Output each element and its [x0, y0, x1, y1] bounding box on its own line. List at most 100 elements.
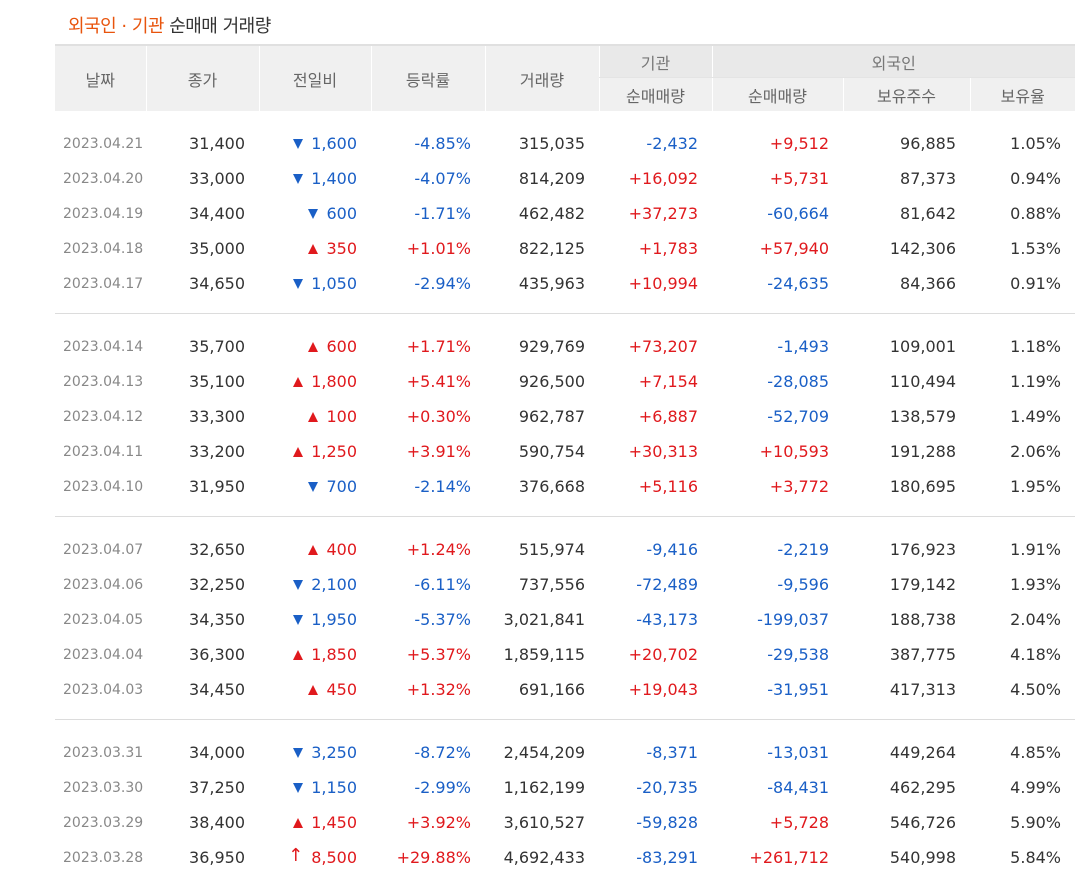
- foreign-ratio-cell: 0.94%: [970, 161, 1075, 196]
- date-cell-value: 2023.03.29: [63, 814, 144, 831]
- foreign-net-cell-value: -13,031: [767, 743, 829, 762]
- date-cell-value: 2023.04.18: [63, 240, 144, 257]
- volume-cell: 2,454,209: [485, 735, 599, 770]
- foreign-shares-cell-value: 387,775: [889, 645, 956, 664]
- table-body: 2023.04.21 31,400 1,600 -4.85% 315,035 -2,432…: [55, 111, 1075, 875]
- close-cell: 31,950: [146, 469, 259, 504]
- table-row: 2023.03.30 37,250 1,150 -2.99% 1,162,199 -20,…: [55, 770, 1075, 805]
- foreign-shares-cell-value: 191,288: [889, 442, 956, 461]
- foreign-net-cell-value: -84,431: [767, 778, 829, 797]
- foreign-shares-cell-value: 176,923: [889, 540, 956, 559]
- spacer-cell: [55, 314, 1075, 330]
- change-cell: 1,450: [259, 805, 371, 840]
- foreign-shares-cell-value: 188,738: [889, 610, 956, 629]
- date-cell-value: 2023.04.11: [63, 443, 144, 460]
- rate-cell: +0.30%: [371, 399, 485, 434]
- table-row: 2023.04.17 34,650 1,050 -2.94% 435,963 +10,99…: [55, 266, 1075, 301]
- date-cell-value: 2023.04.04: [63, 646, 144, 663]
- foreign-ratio-cell: 5.90%: [970, 805, 1075, 840]
- volume-cell-value: 590,754: [518, 442, 585, 461]
- triangle-up-icon: [293, 376, 304, 387]
- inst-net-cell-value: +10,994: [628, 274, 698, 293]
- change-cell: ↑ 8,500: [259, 840, 371, 875]
- close-cell-value: 34,000: [189, 743, 245, 762]
- rate-cell-value: -1.71%: [414, 204, 471, 223]
- group-spacer: [55, 314, 1075, 330]
- foreign-net-cell: -199,037: [712, 602, 843, 637]
- volume-cell: 590,754: [485, 434, 599, 469]
- close-cell: 32,250: [146, 567, 259, 602]
- triangle-down-icon: [308, 481, 319, 492]
- table-row: 2023.04.20 33,000 1,400 -4.07% 814,209 +16,09…: [55, 161, 1075, 196]
- rate-cell-value: +1.71%: [406, 337, 471, 356]
- foreign-ratio-cell-value: 1.91%: [1010, 540, 1061, 559]
- foreign-net-cell: +57,940: [712, 231, 843, 266]
- group-spacer: [55, 720, 1075, 736]
- header-foreign-ratio: 보유율: [969, 77, 1075, 111]
- foreign-net-cell-value: -24,635: [767, 274, 829, 293]
- change-cell: 100: [259, 399, 371, 434]
- change-value: 2,100: [311, 575, 357, 594]
- volume-cell: 435,963: [485, 266, 599, 301]
- header-foreign-net: 순매매량: [711, 77, 843, 111]
- foreign-shares-cell: 81,642: [843, 196, 970, 231]
- inst-net-cell-value: +16,092: [628, 169, 698, 188]
- foreign-ratio-cell: 1.05%: [970, 126, 1075, 161]
- volume-cell-value: 814,209: [518, 169, 585, 188]
- date-cell: 2023.04.04: [55, 637, 146, 672]
- volume-cell: 691,166: [485, 672, 599, 707]
- volume-cell-value: 315,035: [518, 134, 585, 153]
- inst-net-cell-value: +7,154: [638, 372, 698, 391]
- foreign-net-cell-value: -60,664: [767, 204, 829, 223]
- foreign-shares-cell: 138,579: [843, 399, 970, 434]
- close-cell-value: 36,950: [189, 848, 245, 867]
- close-cell-value: 34,350: [189, 610, 245, 629]
- triangle-down-icon: [293, 173, 304, 184]
- inst-net-cell-value: +1,783: [638, 239, 698, 258]
- rate-cell-value: +3.91%: [406, 442, 471, 461]
- date-cell-value: 2023.04.06: [63, 576, 144, 593]
- rate-cell: +1.32%: [371, 672, 485, 707]
- volume-cell: 3,610,527: [485, 805, 599, 840]
- triangle-up-icon: [308, 243, 319, 254]
- foreign-shares-cell: 546,726: [843, 805, 970, 840]
- close-cell-value: 31,400: [189, 134, 245, 153]
- rate-cell-value: +1.01%: [406, 239, 471, 258]
- rate-cell: +5.37%: [371, 637, 485, 672]
- rate-cell: +5.41%: [371, 364, 485, 399]
- volume-cell: 1,162,199: [485, 770, 599, 805]
- volume-cell: 737,556: [485, 567, 599, 602]
- foreign-shares-cell: 191,288: [843, 434, 970, 469]
- inst-net-cell: -83,291: [599, 840, 712, 875]
- close-cell: 33,200: [146, 434, 259, 469]
- date-cell: 2023.04.13: [55, 364, 146, 399]
- change-cell: 600: [259, 196, 371, 231]
- change-cell: 1,400: [259, 161, 371, 196]
- inst-net-cell-value: -2,432: [646, 134, 698, 153]
- divider-cell: [55, 301, 1075, 314]
- foreign-net-cell-value: -9,596: [777, 575, 829, 594]
- volume-cell-value: 962,787: [518, 407, 585, 426]
- foreign-shares-cell-value: 462,295: [889, 778, 956, 797]
- group-spacer: [55, 111, 1075, 126]
- foreign-ratio-cell: 1.93%: [970, 567, 1075, 602]
- volume-cell: 4,692,433: [485, 840, 599, 875]
- close-cell-value: 31,950: [189, 477, 245, 496]
- date-cell-value: 2023.03.31: [63, 744, 144, 761]
- foreign-ratio-cell-value: 5.84%: [1010, 848, 1061, 867]
- title-highlight: 외국인 · 기관: [68, 16, 164, 37]
- foreign-ratio-cell-value: 4.18%: [1010, 645, 1061, 664]
- foreign-shares-cell-value: 87,373: [900, 169, 956, 188]
- rate-cell-value: -5.37%: [414, 610, 471, 629]
- rate-cell: +3.92%: [371, 805, 485, 840]
- rate-cell-value: -4.85%: [414, 134, 471, 153]
- foreign-ratio-cell-value: 4.85%: [1010, 743, 1061, 762]
- foreign-ratio-cell: 0.88%: [970, 196, 1075, 231]
- foreign-ratio-cell-value: 1.93%: [1010, 575, 1061, 594]
- volume-cell-value: 435,963: [518, 274, 585, 293]
- close-cell: 32,650: [146, 532, 259, 567]
- volume-cell: 515,974: [485, 532, 599, 567]
- change-value: 1,150: [311, 778, 357, 797]
- foreign-net-cell: +3,772: [712, 469, 843, 504]
- volume-cell: 462,482: [485, 196, 599, 231]
